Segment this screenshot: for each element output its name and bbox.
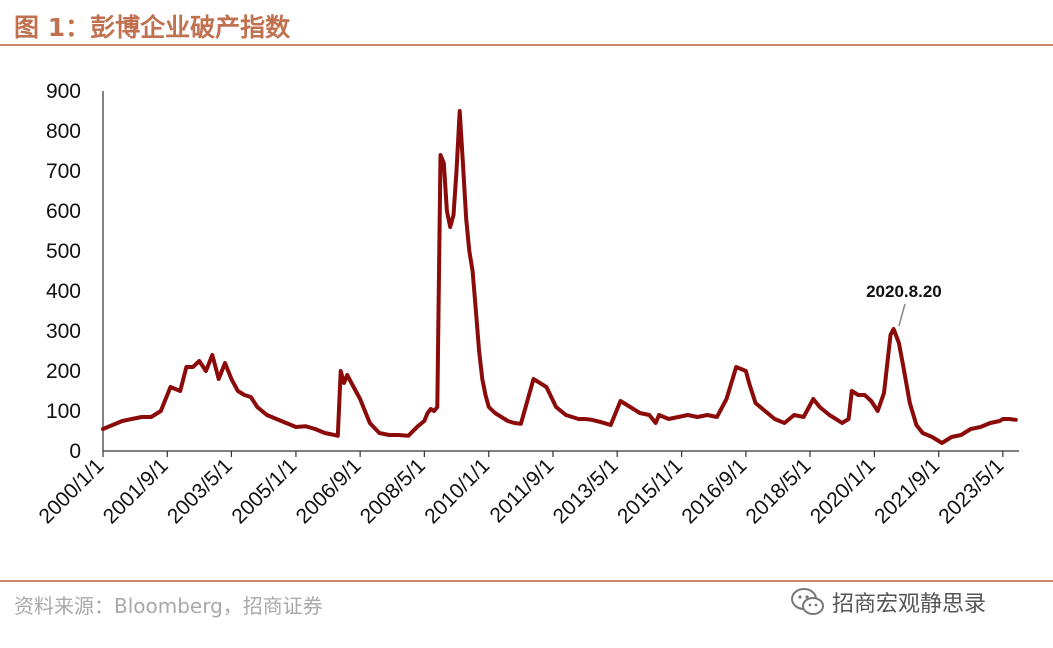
y-tick-label: 800 (46, 120, 81, 143)
y-axis: 0 100 200 300 400 500 600 700 800 900 (46, 80, 104, 463)
footer-divider (0, 580, 1053, 582)
x-tick-label: 2016/9/1 (677, 454, 751, 528)
x-tick-label: 2021/9/1 (870, 454, 944, 528)
x-tick-label: 2010/1/1 (420, 454, 494, 528)
y-tick-label: 100 (46, 400, 81, 423)
annotation-leader (898, 303, 906, 327)
y-tick-label: 400 (46, 280, 81, 303)
x-tick-label: 2006/9/1 (292, 454, 366, 528)
y-tick-label: 300 (46, 320, 81, 343)
annotation-label: 2020.8.20 (866, 282, 942, 301)
source-note: 资料来源：Bloomberg，招商证券 (14, 594, 323, 618)
x-tick-label: 2005/1/1 (227, 454, 301, 528)
x-tick-label: 2003/5/1 (163, 454, 237, 528)
y-tick-label: 700 (46, 160, 81, 183)
annotation-group: 2020.8.20 (866, 282, 942, 327)
figure-title: 图 1：彭博企业破产指数 (14, 13, 291, 42)
y-tick-label: 600 (46, 200, 81, 223)
x-tick-label: 2018/5/1 (741, 454, 815, 528)
x-tick-label: 2001/9/1 (99, 454, 173, 528)
series-line (101, 109, 1018, 445)
x-tick-label: 2008/5/1 (356, 454, 430, 528)
x-tick-label: 2011/9/1 (486, 454, 559, 527)
y-tick-label: 0 (69, 440, 81, 463)
x-axis: 2000/1/12001/9/12003/5/12005/1/12006/9/1… (34, 450, 1019, 528)
x-tick-label: 2000/1/1 (34, 454, 108, 528)
title-divider (0, 44, 1053, 46)
y-tick-label: 900 (46, 80, 81, 103)
x-tick-label: 2015/1/1 (613, 454, 687, 528)
y-tick-label: 500 (46, 240, 81, 263)
wechat-icon (791, 588, 824, 615)
y-tick-label: 200 (46, 360, 81, 383)
x-tick-label: 2023/5/1 (934, 454, 1008, 528)
series-group (101, 109, 1018, 445)
watermark: 招商宏观静思录 (790, 586, 986, 618)
watermark-text: 招商宏观静思录 (832, 592, 987, 617)
x-tick-label: 2020/1/1 (806, 454, 880, 528)
x-tick-label: 2013/5/1 (549, 454, 623, 528)
